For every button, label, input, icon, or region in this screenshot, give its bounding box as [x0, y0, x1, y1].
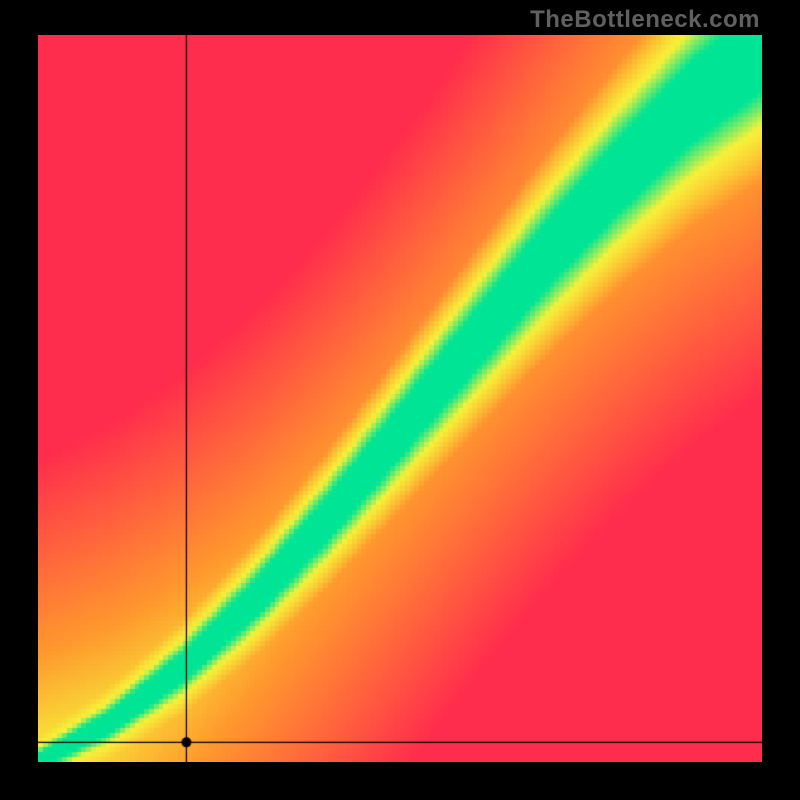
attribution-label: TheBottleneck.com — [530, 6, 760, 34]
heatmap-canvas — [38, 35, 762, 762]
chart-container: TheBottleneck.com — [0, 0, 800, 800]
